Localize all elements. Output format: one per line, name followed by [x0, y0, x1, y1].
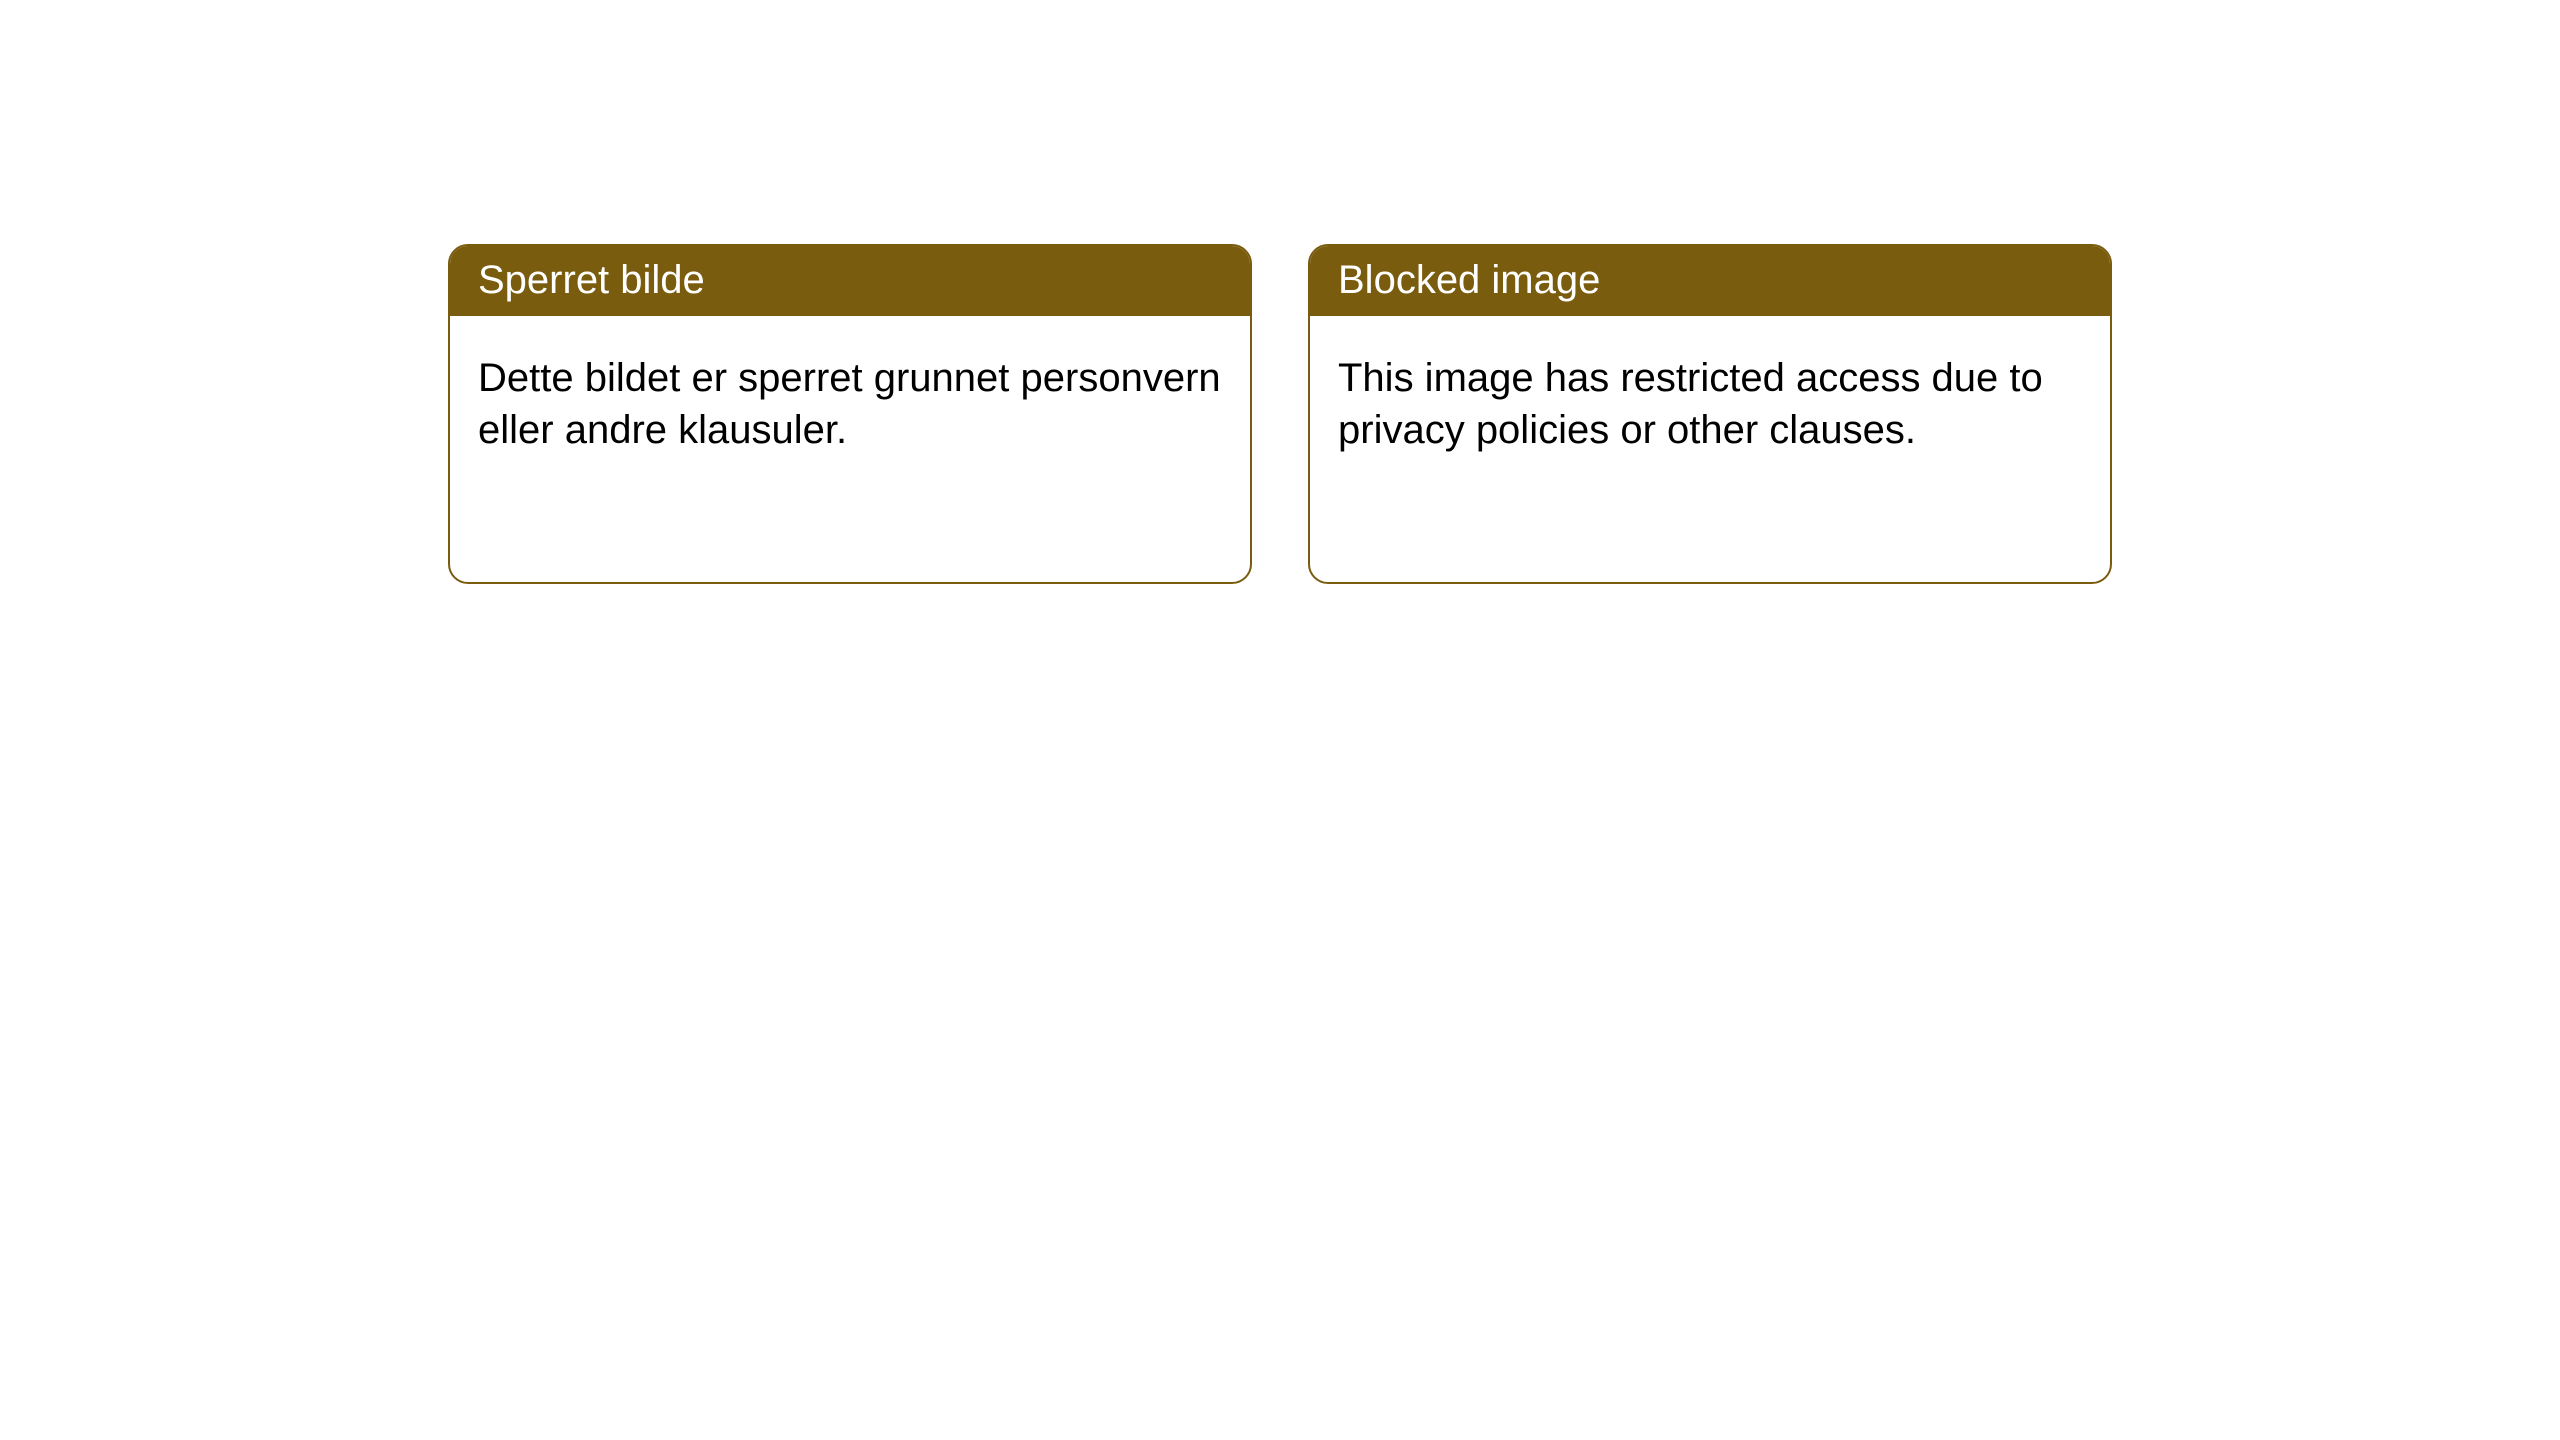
card-container: Sperret bilde Dette bildet er sperret gr… — [0, 0, 2560, 584]
card-body-text: This image has restricted access due to … — [1310, 316, 2110, 484]
blocked-image-card-no: Sperret bilde Dette bildet er sperret gr… — [448, 244, 1252, 584]
blocked-image-card-en: Blocked image This image has restricted … — [1308, 244, 2112, 584]
card-body-text: Dette bildet er sperret grunnet personve… — [450, 316, 1250, 484]
card-title: Blocked image — [1310, 246, 2110, 316]
card-title: Sperret bilde — [450, 246, 1250, 316]
